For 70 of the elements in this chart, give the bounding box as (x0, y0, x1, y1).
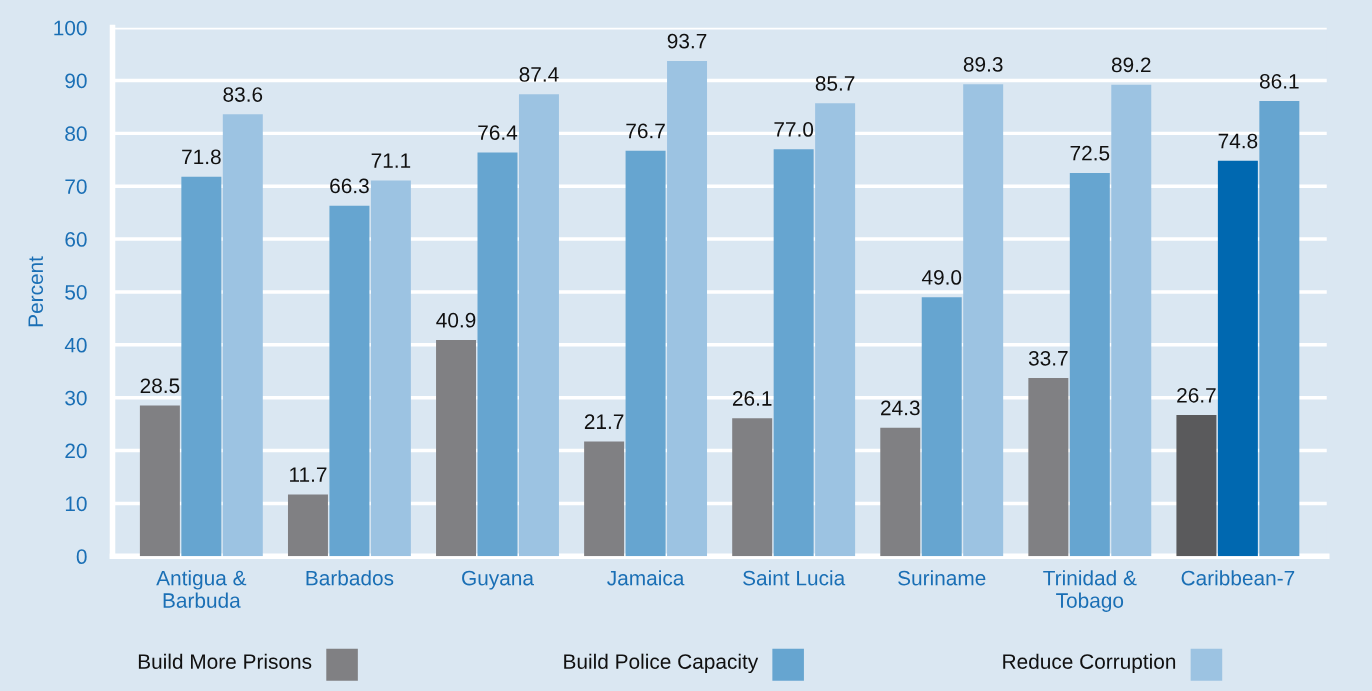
data-label: 66.3 (330, 178, 369, 194)
data-label: 49.0 (921, 270, 962, 285)
bar (815, 103, 856, 557)
y-tick-label: 60 (65, 232, 87, 247)
bar (1111, 84, 1152, 557)
data-label: 33.7 (1028, 350, 1068, 366)
bar (732, 418, 773, 557)
y-tick-label: 50 (65, 284, 87, 300)
bar (139, 405, 180, 557)
y-axis-title: Percent (28, 256, 44, 327)
data-label: 74.8 (1218, 133, 1258, 149)
data-label: 93.7 (667, 33, 707, 49)
data-label: 89.2 (1111, 57, 1151, 73)
data-label: 11.7 (290, 467, 327, 482)
y-tick-label: 0 (76, 549, 87, 565)
data-label: 87.4 (519, 67, 559, 82)
bar (880, 427, 921, 557)
y-tick-label: 20 (65, 443, 87, 459)
data-label: 76.4 (478, 125, 518, 140)
bar (625, 150, 666, 557)
y-tick-label: 80 (65, 126, 87, 142)
data-label: 77.0 (774, 122, 814, 137)
legend-label: Reduce Corruption (1003, 653, 1176, 674)
x-tick-label: Jamaica (607, 570, 685, 586)
bar (1217, 160, 1258, 557)
bar (1176, 415, 1217, 557)
bar (1028, 378, 1069, 557)
bar (436, 340, 477, 557)
data-label: 76.7 (626, 123, 665, 139)
y-tick-label: 90 (65, 73, 87, 89)
x-tick-label: Saint Lucia (743, 570, 846, 586)
data-label: 26.7 (1177, 387, 1216, 403)
bar (773, 149, 814, 557)
bar (921, 297, 962, 557)
y-tick-label: 40 (64, 337, 87, 353)
bar (584, 441, 625, 557)
bar (287, 494, 328, 557)
bar (222, 114, 263, 557)
bar (477, 152, 518, 557)
y-tick-label: 30 (65, 390, 87, 406)
x-tick-label: Trinidad & Tobago (1043, 570, 1137, 612)
x-tick-label: Suriname (898, 570, 986, 586)
x-tick-label: Antigua & Barbuda (156, 570, 247, 608)
data-label: 86.1 (1259, 73, 1299, 89)
bar (370, 180, 411, 557)
data-label: 72.5 (1070, 145, 1110, 161)
y-tick-label: 70 (65, 179, 87, 194)
legend-label: Build More Prisons (138, 653, 312, 669)
data-label: 89.3 (963, 57, 1003, 72)
bar (963, 84, 1004, 557)
data-label: 71.1 (371, 153, 411, 168)
bar (518, 94, 559, 557)
bar (667, 60, 708, 557)
y-tick-label: 100 (54, 20, 87, 36)
data-label: 71.8 (182, 149, 221, 165)
bar (181, 176, 222, 557)
bar (329, 205, 370, 557)
data-label: 83.6 (223, 87, 263, 102)
data-label: 85.7 (815, 76, 855, 91)
y-tick-label: 10 (65, 496, 87, 512)
data-label: 21.7 (584, 414, 624, 429)
legend-label: Build Police Capacity (564, 653, 759, 674)
data-label: 26.1 (732, 391, 772, 406)
x-tick-label: Barbados (306, 570, 394, 586)
bar (1069, 173, 1110, 557)
data-label: 28.5 (140, 378, 180, 394)
x-tick-label: Guyana (462, 570, 534, 590)
data-label: 40.9 (436, 312, 476, 328)
data-label: 24.3 (881, 400, 920, 416)
x-tick-label: Caribbean-7 (1181, 570, 1295, 586)
